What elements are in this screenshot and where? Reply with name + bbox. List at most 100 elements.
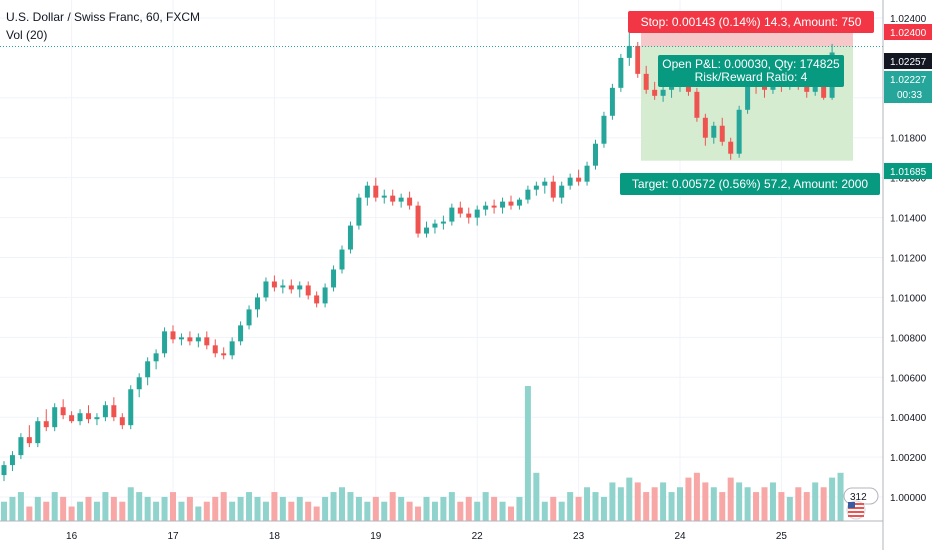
candle-body [195,337,201,342]
candle [474,205,480,226]
volume-bar [626,477,633,521]
candle-body [702,117,708,138]
target-label[interactable]: Target: 0.00572 (0.56%) 57.2, Amount: 20… [620,173,880,195]
volume-bar [26,506,33,521]
candle [567,173,573,190]
volume-bar [685,477,692,521]
volume-bar [296,496,303,521]
volume-bar [186,496,193,521]
candle-body [1,465,7,476]
candle-body [9,455,15,466]
candle [69,411,75,424]
volume-bar [355,496,362,521]
time-tick-label: 17 [167,531,179,542]
volume-indicator-label[interactable]: Vol (20) [6,28,48,42]
candle [609,83,615,120]
volume-bar [330,492,337,521]
candle [601,111,607,148]
volume-bar [744,487,751,521]
volume-bar [660,482,667,521]
candle [153,349,159,370]
volume-bar [567,492,574,521]
countdown-text: 00:33 [897,90,922,101]
candle [136,373,142,398]
candle-body [466,213,472,218]
candle-body [314,295,320,304]
volume-bar [727,477,734,521]
candle-body [542,181,548,186]
price-tick-label: 1.01600 [890,174,927,185]
volume-bar [769,482,776,521]
volume-bar [753,492,760,521]
candle [94,413,100,426]
volume-bar [161,496,168,521]
candle-body [618,57,624,88]
volume-bar [677,487,683,521]
candle [719,117,725,146]
candle-body [483,205,489,210]
volume-value-badge: 312 [843,487,879,505]
candle-body [187,337,193,342]
candle [221,347,227,360]
candle-body [567,177,573,186]
volume-bar [829,477,836,521]
volume-bar [288,501,295,521]
volume-bar [786,496,793,521]
volume-bar [389,492,396,521]
volume-bar [271,492,278,521]
volume-bar [144,496,151,521]
candle [711,121,717,144]
candle [145,357,151,386]
price-tick-label: 1.00800 [890,333,927,344]
candle [43,409,49,432]
volume-bar [136,492,143,521]
pnl-label-background [658,55,844,87]
volume-bar [381,501,388,521]
target-label-text: Target: 0.00572 (0.56%) 57.2, Amount: 20… [632,177,868,191]
candle [643,65,649,94]
candle [271,275,277,292]
candle-body [525,189,531,200]
candle [424,221,429,238]
volume-bar [322,496,329,521]
candle-body [43,421,49,428]
candle [491,199,497,214]
target-label-background [620,173,880,195]
volume-bar [584,487,591,521]
candle-body [297,285,303,290]
time-tick-label: 24 [674,531,686,542]
candle-body [102,405,108,418]
candle [525,185,531,204]
last-price-tag: 1.02227 00:33 [884,71,932,103]
candle [1,461,7,482]
candle-body [457,207,463,214]
volume-bar [693,472,700,521]
candle [449,203,455,226]
stop-label[interactable]: Stop: 0.00143 (0.14%) 14.3, Amount: 750 [628,11,874,33]
svg-text:1.02400: 1.02400 [890,28,927,39]
pnl-label[interactable]: Open P&L: 0.00030, Qty: 174825 Risk/Rewa… [658,55,844,87]
candle-body [424,227,429,234]
time-axis[interactable]: 16 17 18 19 22 23 24 25 [66,531,787,542]
candle [550,175,556,202]
volume-bar [254,496,261,521]
svg-text:312: 312 [850,492,867,503]
candle-body [128,389,134,426]
candle-body [550,181,556,198]
candle [212,339,218,358]
candle [339,245,345,274]
volume-bar [9,496,16,521]
candle [86,405,91,424]
candle-body [52,407,58,428]
symbol-title[interactable]: U.S. Dollar / Swiss Franc, 60, FXCM [6,10,201,24]
candle-body [69,415,75,422]
us-flag-icon [846,500,866,520]
volume-bar [508,506,514,521]
candle [398,193,404,208]
candle-body [432,223,438,228]
candle [407,191,413,210]
candle [694,87,700,122]
candle [508,195,514,210]
candle [660,85,666,102]
